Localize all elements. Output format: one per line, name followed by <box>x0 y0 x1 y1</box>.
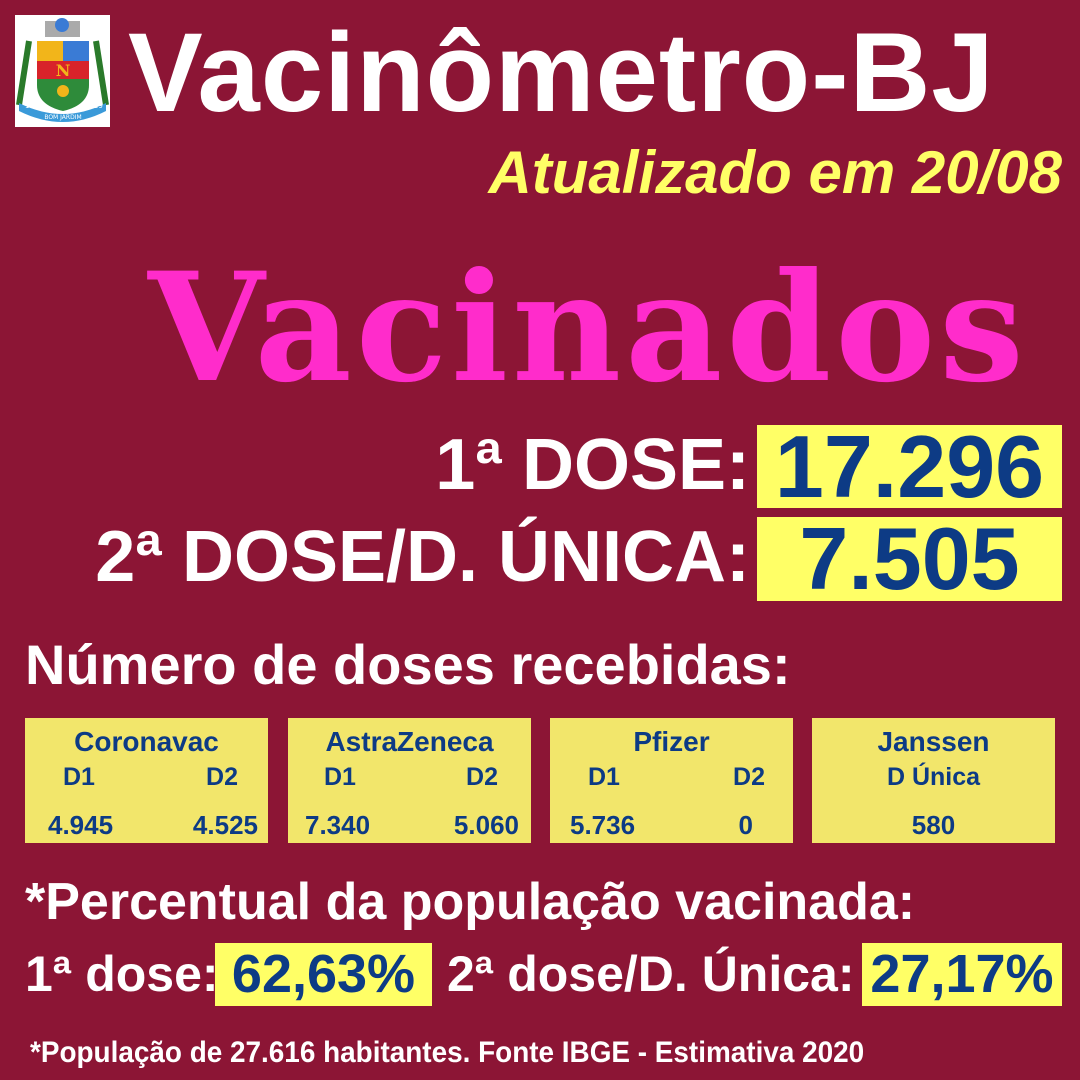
percent-title: *Percentual da população vacinada: <box>25 873 916 931</box>
d1-value: 7.340 <box>305 810 371 840</box>
d2-label: D2 <box>206 763 238 791</box>
percent-dose2-label: 2ª dose/D. Única: <box>447 946 855 1002</box>
vaccine-name: Janssen <box>877 726 990 757</box>
vaccine-card-astrazeneca: AstraZeneca D1 D2 7.340 5.060 <box>288 718 531 843</box>
dose1-value: 17.296 <box>757 423 1062 511</box>
bom-jardim-coat-of-arms-logo: N 1893 1929 BOM JARDIM <box>15 15 110 127</box>
d2-value: 4.525 <box>192 810 258 840</box>
d1-value: 5.736 <box>570 810 636 840</box>
svg-text:1893: 1893 <box>25 102 43 110</box>
d2-label: D2 <box>466 763 498 791</box>
headline: Vacinados <box>148 240 1028 416</box>
svg-text:1929: 1929 <box>85 102 103 110</box>
doses-received-title: Número de doses recebidas: <box>25 633 791 696</box>
vaccine-name: AstraZeneca <box>325 726 494 757</box>
svg-text:BOM JARDIM: BOM JARDIM <box>44 114 81 121</box>
dose1-label: 1ª DOSE: <box>435 425 750 505</box>
percent-dose1-value: 62,63% <box>215 943 432 1006</box>
dose2-value: 7.505 <box>757 515 1062 603</box>
single-dose-value: 580 <box>911 810 956 840</box>
vaccine-card-pfizer: Pfizer D1 D2 5.736 0 <box>550 718 793 843</box>
page-title: Vacinômetro-BJ <box>128 10 995 135</box>
d2-value: 0 <box>738 810 753 840</box>
percent-dose2-value: 27,17% <box>862 943 1062 1006</box>
d1-label: D1 <box>63 763 95 791</box>
single-dose-label: D Única <box>886 763 981 791</box>
d1-label: D1 <box>324 763 356 791</box>
svg-text:N: N <box>56 61 71 80</box>
d1-value: 4.945 <box>48 810 114 840</box>
vaccine-name: Pfizer <box>633 726 710 757</box>
updated-date: Atualizado em 20/08 <box>488 139 1062 206</box>
d1-label: D1 <box>588 763 620 791</box>
vaccine-card-coronavac: Coronavac D1 D2 4.945 4.525 <box>25 718 268 843</box>
percent-dose1-label: 1ª dose: <box>25 946 219 1002</box>
vaccine-card-janssen: Janssen D Única 580 <box>812 718 1055 843</box>
vaccine-name: Coronavac <box>74 726 219 757</box>
d2-label: D2 <box>733 763 765 791</box>
footer-note: *População de 27.616 habitantes. Fonte I… <box>30 1036 865 1069</box>
dose2-label: 2ª DOSE/D. ÚNICA: <box>95 517 750 597</box>
d2-value: 5.060 <box>453 810 519 840</box>
